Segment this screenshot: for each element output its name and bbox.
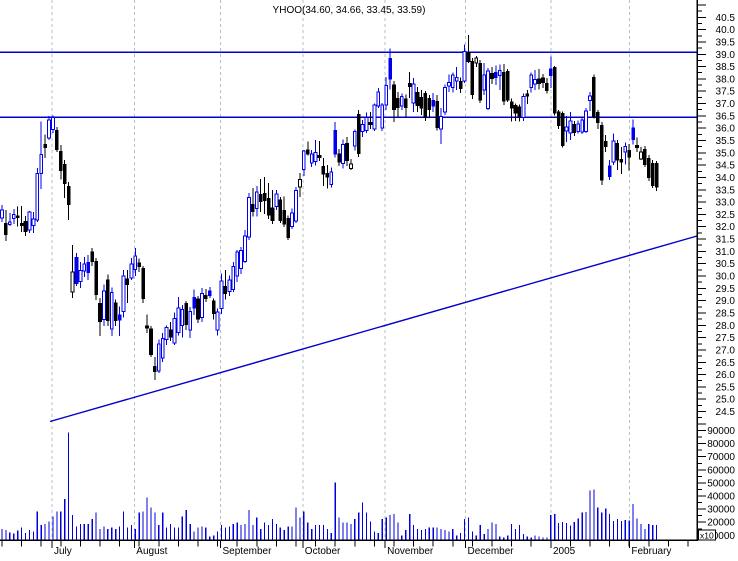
svg-text:80000: 80000	[707, 439, 735, 450]
svg-text:November: November	[387, 546, 434, 556]
svg-text:36.0: 36.0	[716, 124, 736, 135]
svg-text:25.0: 25.0	[716, 395, 736, 406]
svg-text:40000: 40000	[707, 492, 735, 503]
svg-text:40.0: 40.0	[716, 25, 736, 36]
svg-text:26.5: 26.5	[716, 358, 736, 369]
svg-text:27.5: 27.5	[716, 333, 736, 344]
svg-text:38.0: 38.0	[716, 74, 736, 85]
svg-text:July: July	[54, 546, 72, 556]
svg-text:39.5: 39.5	[716, 37, 736, 48]
svg-text:29.5: 29.5	[716, 284, 736, 295]
svg-text:34.0: 34.0	[716, 173, 736, 184]
svg-text:YHOO(34.60, 34.66, 33.45, 33.5: YHOO(34.60, 34.66, 33.45, 33.59)	[273, 5, 426, 16]
svg-text:33.5: 33.5	[716, 185, 736, 196]
svg-text:32.5: 32.5	[716, 210, 736, 221]
svg-text:October: October	[305, 546, 341, 556]
svg-text:2005: 2005	[553, 546, 576, 556]
svg-text:50000: 50000	[707, 478, 735, 489]
svg-text:31.0: 31.0	[716, 247, 736, 258]
svg-text:33.0: 33.0	[716, 198, 736, 209]
svg-text:27.0: 27.0	[716, 345, 736, 356]
svg-text:39.0: 39.0	[716, 50, 736, 61]
svg-text:36.5: 36.5	[716, 111, 736, 122]
svg-text:29.0: 29.0	[716, 296, 736, 307]
svg-text:70000: 70000	[707, 452, 735, 463]
svg-text:34.5: 34.5	[716, 161, 736, 172]
svg-text:September: September	[223, 546, 273, 556]
svg-text:90000: 90000	[707, 426, 735, 437]
svg-text:February: February	[631, 546, 671, 556]
svg-text:38.5: 38.5	[716, 62, 736, 73]
svg-text:26.0: 26.0	[716, 370, 736, 381]
svg-text:20000: 20000	[707, 518, 735, 529]
svg-text:30.0: 30.0	[716, 272, 736, 283]
svg-text:40.5: 40.5	[716, 13, 736, 24]
svg-text:24.5: 24.5	[716, 407, 736, 418]
svg-text:35.0: 35.0	[716, 148, 736, 159]
svg-text:32.0: 32.0	[716, 222, 736, 233]
svg-text:25.5: 25.5	[716, 382, 736, 393]
svg-text:30000: 30000	[707, 505, 735, 516]
svg-text:60000: 60000	[707, 465, 735, 476]
svg-text:37.0: 37.0	[716, 99, 736, 110]
svg-text:35.5: 35.5	[716, 136, 736, 147]
svg-text:x10: x10	[700, 531, 714, 541]
svg-text:30.5: 30.5	[716, 259, 736, 270]
svg-text:31.5: 31.5	[716, 235, 736, 246]
svg-text:37.5: 37.5	[716, 87, 736, 98]
svg-text:December: December	[468, 546, 515, 556]
svg-text:28.5: 28.5	[716, 308, 736, 319]
svg-text:10000: 10000	[707, 531, 735, 542]
svg-text:August: August	[136, 546, 167, 556]
svg-text:28.0: 28.0	[716, 321, 736, 332]
